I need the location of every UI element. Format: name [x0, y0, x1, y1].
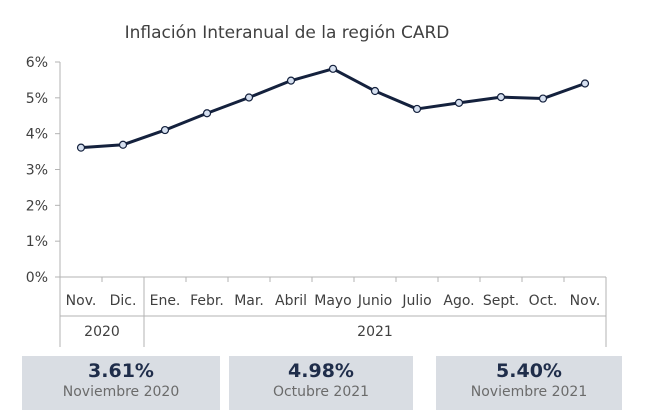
summary-card-nov-2021: 5.40% Noviembre 2021 [436, 356, 622, 410]
card-value: 5.40% [496, 360, 562, 382]
group-label: 2020 [84, 324, 120, 340]
x-tick-label: Ago. [443, 293, 474, 309]
card-value: 4.98% [288, 360, 354, 382]
x-tick-label: Julio [401, 293, 431, 309]
x-tick-labels: Nov. Dic. Ene. Febr. Mar. Abril Mayo Junio Julio… [66, 293, 601, 309]
inflation-line-chart: Inflación Interanual de la región CARD 0… [26, 23, 607, 347]
year-group-labels: 2020 2021 [84, 324, 393, 340]
x-tick-label: Febr. [190, 293, 224, 309]
y-tick-label: 1% [26, 234, 48, 250]
card-value: 3.61% [88, 360, 154, 382]
y-tick-label: 2% [26, 198, 48, 214]
x-tick-label: Sept. [483, 293, 519, 309]
y-tick-label: 4% [26, 127, 48, 143]
summary-card-oct-2021: 4.98% Octubre 2021 [229, 356, 413, 410]
data-point [202, 109, 212, 118]
chart-axes [55, 61, 607, 347]
summary-cards: 3.61% Noviembre 2020 4.98% Octubre 2021 … [0, 356, 646, 410]
series-line [80, 67, 586, 150]
x-tick-label: Oct. [529, 293, 558, 309]
data-point [328, 64, 338, 73]
chart-title: Inflación Interanual de la región CARD [125, 23, 450, 43]
x-tick-label: Abril [275, 293, 307, 309]
data-point [370, 86, 380, 96]
data-point [286, 76, 296, 85]
x-tick-label: Nov. [66, 293, 97, 309]
data-point [412, 104, 422, 114]
data-point [76, 143, 86, 152]
y-tick-label: 3% [26, 163, 48, 179]
card-label: Noviembre 2020 [62, 384, 180, 400]
x-tick-label: Nov. [570, 293, 601, 309]
data-point [118, 140, 128, 149]
summary-card-nov-2020: 3.61% Noviembre 2020 [22, 356, 220, 410]
x-tick-label: Junio [357, 293, 392, 309]
card-label: Octubre 2021 [272, 384, 370, 400]
x-tick-label: Mar. [234, 293, 264, 309]
data-point [580, 79, 590, 88]
x-tick-label: Mayo [314, 293, 352, 309]
y-tick-label: 6% [26, 55, 48, 71]
y-tick-labels: 0% 1% 2% 3% 4% 5% 6% [26, 55, 48, 286]
data-point [496, 93, 506, 102]
data-point [160, 125, 170, 135]
y-tick-label: 5% [26, 91, 48, 107]
x-tick-label: Ene. [150, 293, 181, 309]
data-point [454, 98, 464, 107]
y-tick-label: 0% [26, 270, 48, 286]
data-point [538, 94, 548, 103]
x-tick-label: Dic. [110, 293, 137, 309]
group-label: 2021 [357, 324, 393, 340]
inflation-series [76, 64, 590, 152]
data-point [244, 93, 254, 102]
card-label: Noviembre 2021 [470, 384, 588, 400]
